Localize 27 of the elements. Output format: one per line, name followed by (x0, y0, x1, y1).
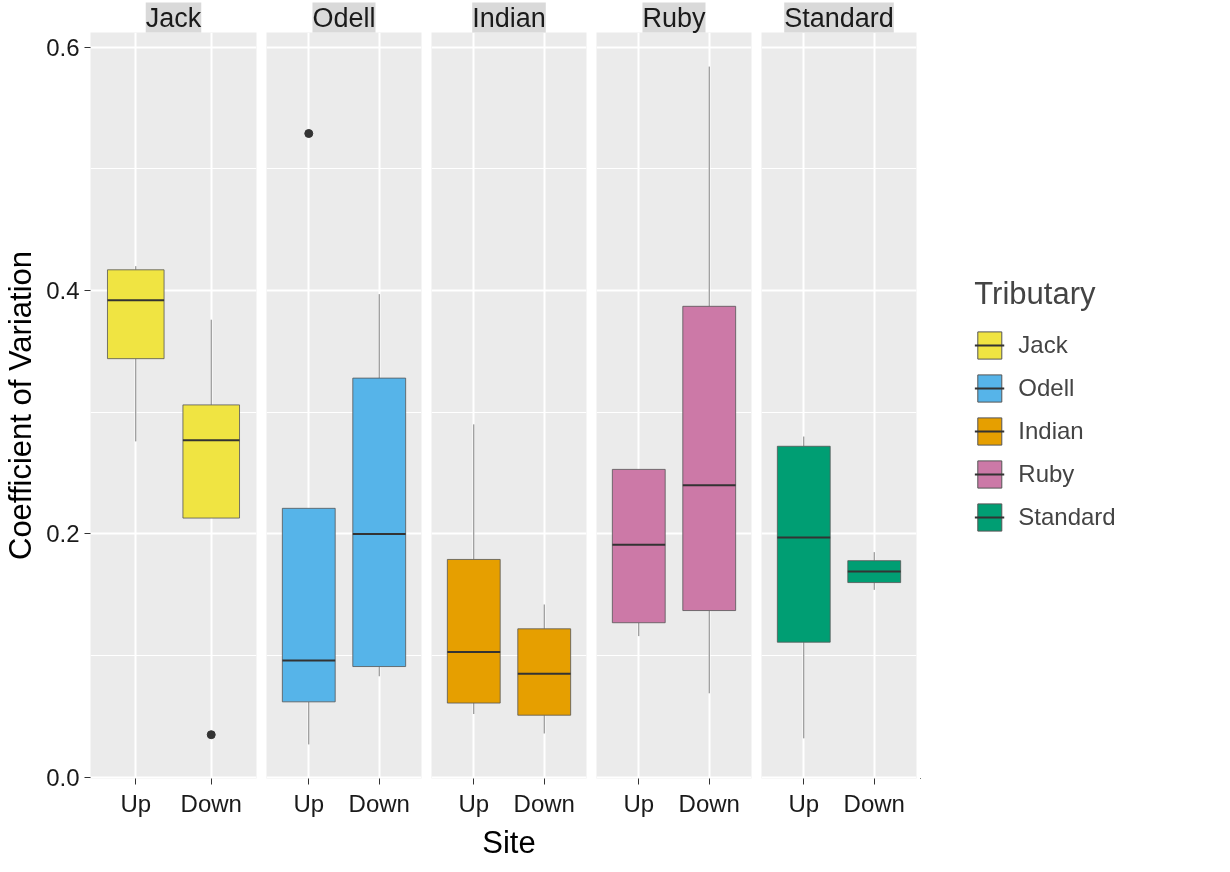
x-tick-label: Down (513, 789, 575, 817)
legend-label: Odell (1018, 374, 1075, 402)
legend-title: Tributary (974, 276, 1097, 312)
chart-title: Ruby (642, 2, 707, 33)
x-tick-label: Down (678, 789, 740, 817)
chart-title: Odell (312, 2, 376, 33)
chart-title: Jack (145, 2, 202, 33)
y-tick-label: 0.6 (46, 33, 80, 61)
chart-title: Standard (784, 2, 894, 33)
x-axis-title: Site (482, 824, 536, 860)
x-tick-label: Up (120, 789, 152, 817)
x-tick-label: Up (458, 789, 490, 817)
chart-title: Indian (472, 2, 546, 33)
x-tick-label: Down (180, 789, 242, 817)
y-tick-label: 0.2 (46, 520, 80, 548)
legend-label: Indian (1018, 417, 1084, 445)
y-tick-label: 0.4 (46, 277, 80, 304)
legend-label: Standard (1018, 503, 1116, 531)
y-axis-title: Coefficient of Variation (3, 250, 39, 561)
legend-label: Jack (1018, 331, 1068, 359)
legend-label: Ruby (1018, 460, 1075, 488)
x-tick-label: Up (623, 789, 655, 817)
x-tick-label: Up (293, 789, 325, 817)
y-tick-label: 0.0 (46, 763, 80, 791)
x-tick-label: Down (843, 789, 905, 817)
x-tick-label: Up (788, 789, 820, 817)
x-tick-label: Down (348, 789, 410, 817)
